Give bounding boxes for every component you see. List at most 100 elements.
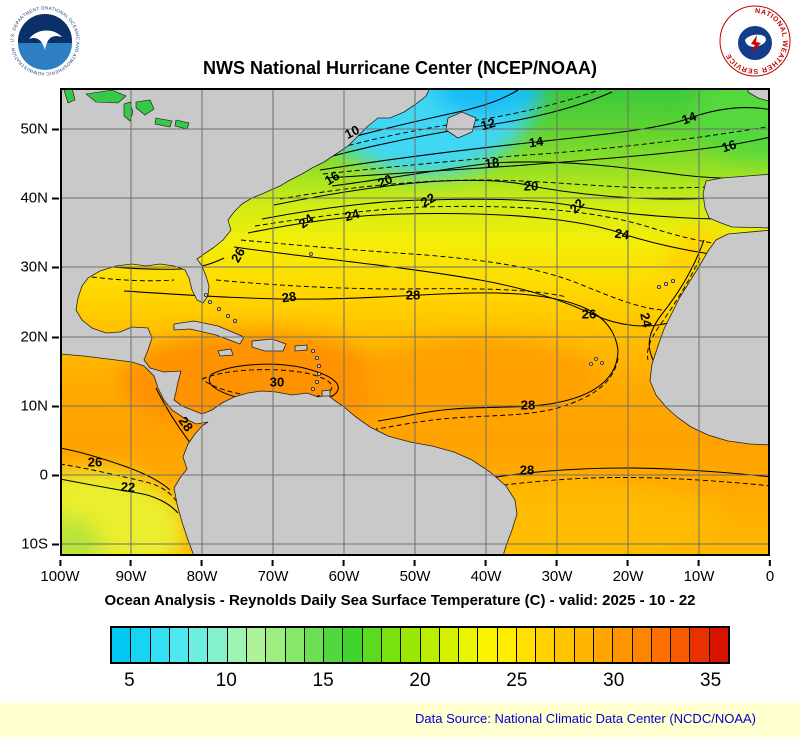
island-puerto-rico: [294, 344, 308, 352]
island-newfoundland: [445, 111, 477, 139]
contour-label-10: 10: [342, 122, 362, 142]
colorbar-segment: [227, 628, 247, 662]
colorbar-segment: [574, 628, 595, 662]
nws-lightning-icon: [750, 35, 761, 54]
colorbar-segment: [439, 628, 460, 662]
island-hispaniola: [251, 338, 287, 352]
colorbar-segment: [632, 628, 652, 662]
colorbar-segment: [671, 628, 691, 662]
colorbar-tick-15: 15: [312, 670, 334, 691]
contour-label-16: 16: [720, 137, 738, 156]
land-africa: [649, 229, 770, 446]
contour-label-24: 24: [343, 206, 362, 225]
lon-tick-20W: 20W: [612, 560, 644, 585]
lon-tick-50W: 50W: [399, 560, 431, 585]
noaa-globe-sea: [18, 43, 72, 70]
contour-label-28: 28: [281, 289, 297, 306]
lon-tick-0: 0: [765, 560, 775, 585]
lat-axis: 50N 40N 30N 20N 10N 0 10S: [0, 88, 60, 556]
colorbar-segment: [613, 628, 633, 662]
data-source-text: Data Source: National Climatic Data Cent…: [415, 711, 756, 726]
map-border: [60, 88, 770, 556]
lat-tick-40N: 40N: [20, 189, 59, 207]
footer: Data Source: National Climatic Data Cent…: [0, 703, 800, 737]
colorbar-segment: [343, 628, 363, 662]
land: [60, 88, 770, 556]
colorbar-tick-30: 30: [603, 670, 625, 691]
nws-logo: NATIONAL WEATHER SERVICE: [719, 5, 791, 77]
page-title: NWS National Hurricane Center (NCEP/NOAA…: [202, 58, 598, 78]
contour-label-26: 26: [582, 307, 596, 322]
colorbar-segment: [497, 628, 517, 662]
colorbar-segment: [324, 628, 344, 662]
contour-label-20: 20: [375, 171, 394, 191]
colorbar-segment: [651, 628, 672, 662]
island-dots: [203, 252, 676, 391]
lat-tick-30N: 30N: [20, 258, 59, 276]
noaa-logo: NATIONAL OCEANIC AND ATMOSPHERIC ADMINIS…: [9, 5, 80, 77]
colorbar-segment: [690, 628, 710, 662]
lon-tick-60W: 60W: [328, 560, 360, 585]
lat-tick-20N: 20N: [20, 328, 59, 346]
colorbar-segment: [189, 628, 209, 662]
great-lakes: [63, 88, 190, 130]
colorbar-segment: [594, 628, 614, 662]
lon-tick-100W: 100W: [40, 560, 80, 585]
contour-label-22: 22: [120, 479, 135, 495]
colorbar-segment: [401, 628, 421, 662]
contour-label-14: 14: [680, 108, 699, 127]
land-uk: [747, 88, 770, 102]
colorbar: [110, 626, 730, 664]
lon-tick-90W: 90W: [115, 560, 147, 585]
contour-label-20: 20: [524, 179, 538, 194]
contour-label-14: 14: [528, 133, 545, 150]
lon-tick-80W: 80W: [186, 560, 218, 585]
colorbar-segment: [131, 628, 151, 662]
colorbar-segment: [362, 628, 382, 662]
land-iberia: [702, 173, 770, 229]
colorbar-segment: [266, 628, 286, 662]
colorbar-segment: [150, 628, 170, 662]
noaa-gull-icon: [29, 30, 62, 50]
colorbar-labels: 5 10 15 20 25 30 35: [110, 670, 730, 696]
colorbar-segment: [381, 628, 402, 662]
colorbar-segment: [112, 628, 132, 662]
colorbar-tick-10: 10: [215, 670, 237, 691]
contour-label-28: 28: [176, 414, 197, 434]
contour-label-28: 28: [521, 398, 535, 413]
colorbar-segment: [246, 628, 267, 662]
contour-label-22: 22: [418, 190, 438, 210]
colorbar-segment: [304, 628, 325, 662]
lon-tick-10W: 10W: [683, 560, 715, 585]
colorbar-segment: [555, 628, 575, 662]
island-trinidad: [321, 389, 331, 397]
lat-tick-50N: 50N: [20, 120, 59, 138]
lat-tick-0: 0: [39, 466, 60, 484]
island-jamaica: [217, 348, 234, 357]
lat-tick-10N: 10N: [20, 397, 59, 415]
colorbar-segment: [459, 628, 479, 662]
colorbar-segment: [285, 628, 305, 662]
colorbar-segment: [709, 628, 728, 662]
contour-label-28: 28: [520, 463, 534, 478]
contour-label-12: 12: [479, 115, 497, 133]
lon-tick-70W: 70W: [257, 560, 289, 585]
colorbar-tick-5: 5: [124, 670, 135, 691]
land-americas: [60, 88, 518, 556]
colorbar-segment: [516, 628, 537, 662]
colorbar-segment: [169, 628, 190, 662]
colorbar-tick-20: 20: [409, 670, 431, 691]
contour-label-26: 26: [88, 455, 102, 470]
contour-label-18: 18: [484, 155, 500, 171]
contour-label-30: 30: [270, 375, 284, 390]
lon-tick-30W: 30W: [541, 560, 573, 585]
lat-tick-10S: 10S: [21, 535, 59, 553]
contour-label-28: 28: [406, 288, 420, 303]
graticule: [60, 88, 770, 556]
contour-label-26: 26: [228, 245, 248, 265]
colorbar-tick-35: 35: [700, 670, 722, 691]
contour-label-16: 16: [322, 168, 342, 188]
